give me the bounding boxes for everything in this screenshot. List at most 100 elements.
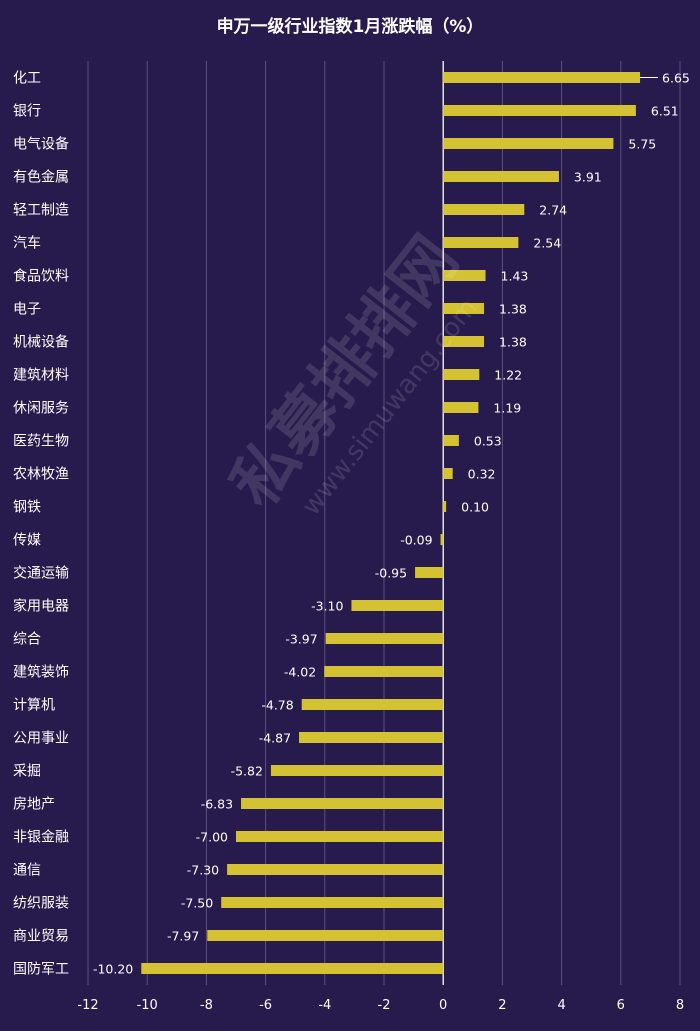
value-label: -6.83 [201,797,233,812]
value-label: 2.74 [539,203,567,218]
category-label: 计算机 [13,698,55,714]
value-label: 3.91 [574,170,602,185]
category-label: 传媒 [13,533,41,549]
bar [440,534,444,545]
x-tick-label: 0 [439,998,447,1013]
x-tick-label: -4 [318,998,331,1013]
value-label: 1.19 [493,401,521,416]
bar [443,105,636,116]
bar [351,600,444,611]
category-label: 通信 [13,863,41,879]
value-label: 1.43 [501,269,529,284]
x-tick-label: 4 [557,998,565,1013]
category-label: 汽车 [13,235,41,252]
bar [443,138,614,149]
category-label: 电气设备 [13,136,69,153]
bar [443,501,447,512]
category-label: 商业贸易 [13,929,69,945]
watermark: 私募排排网 www.simuwang.com [217,223,483,521]
bar [227,864,444,875]
category-label: 建筑材料 [13,368,69,384]
bar [415,567,444,578]
value-label: -7.50 [181,896,213,911]
category-label: 电子 [13,302,41,318]
category-label: 银行 [13,104,41,120]
bar [324,666,444,677]
bar [443,171,559,182]
bar [443,237,519,248]
value-label: 5.75 [628,137,656,152]
value-label: 1.38 [499,335,527,350]
x-axis-ticks: -12 -10 -8 -6 -4 -2 0 2 4 6 8 [77,998,684,1013]
value-label: -7.30 [187,863,219,878]
chart-title: 申万一级行业指数1月涨跌幅（%） [217,16,484,37]
bar [241,798,444,809]
x-tick-label: -6 [259,998,272,1013]
category-label: 农林牧渔 [13,467,69,483]
category-label: 非银金融 [13,830,69,846]
value-label: -10.20 [93,962,133,977]
bar [299,732,444,743]
bar [236,831,444,842]
x-tick-label: -2 [378,998,391,1013]
bar [207,930,444,941]
category-label: 建筑装饰 [13,665,69,681]
value-label: -7.97 [167,929,199,944]
bar [443,270,486,281]
value-label: 6.51 [651,104,679,119]
value-label: 1.38 [499,302,527,317]
category-label: 国防军工 [13,962,69,978]
bar [443,369,480,380]
grid [87,61,681,985]
bar [443,303,485,314]
bar [443,468,453,479]
value-label: 2.54 [533,236,561,251]
value-label: -4.78 [261,698,293,713]
category-label: 综合 [13,632,41,648]
bar [443,72,641,83]
value-label: 0.10 [461,500,489,515]
category-label: 家用电器 [13,598,69,615]
x-tick-label: 8 [676,998,684,1013]
category-label: 化工 [13,71,41,87]
value-label: -0.09 [400,533,432,548]
value-label: 1.22 [494,368,522,383]
category-label: 休闲服务 [13,401,69,417]
category-label: 房地产 [13,797,55,813]
category-label: 医药生物 [13,434,69,450]
bar [443,204,525,215]
bar [443,435,459,446]
value-label: -4.02 [284,665,316,680]
bar [221,897,444,908]
category-label: 有色金属 [13,169,69,186]
x-tick-label: -8 [200,998,213,1013]
category-label: 纺织服装 [13,896,69,912]
value-label: 0.53 [474,434,502,449]
bar [270,765,444,776]
value-labels: 6.65 6.51 5.75 3.91 2.74 2.54 1.43 1.38 1.38 1.22… [93,71,690,977]
value-label: -3.10 [311,599,343,614]
bar [443,402,479,413]
category-label: 交通运输 [13,565,69,582]
value-label: -4.87 [259,731,291,746]
category-label: 采掘 [13,764,41,780]
x-tick-label: 2 [498,998,506,1013]
value-label: -5.82 [231,764,263,779]
category-label: 公用事业 [13,731,69,747]
bar [325,633,444,644]
category-labels: 化工银行电气设备有色金属轻工制造汽车食品饮料电子机械设备建筑材料休闲服务医药生物… [13,71,69,978]
value-label: -7.00 [196,830,228,845]
value-label: 0.32 [468,467,496,482]
x-tick-label: -10 [137,998,158,1013]
category-label: 轻工制造 [13,203,69,219]
x-tick-label: -12 [77,998,98,1013]
category-label: 机械设备 [13,334,69,351]
value-label: -0.95 [375,566,407,581]
value-label: -3.97 [285,632,317,647]
x-tick-label: 6 [617,998,625,1013]
bar [301,699,444,710]
category-label: 钢铁 [13,500,41,516]
category-label: 食品饮料 [13,268,69,285]
bar [443,336,485,347]
